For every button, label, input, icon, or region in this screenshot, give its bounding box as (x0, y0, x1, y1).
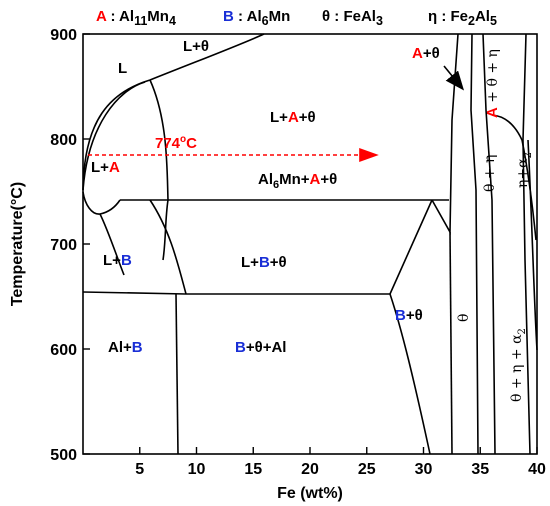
label-L-A-theta: L+A+θ (270, 109, 316, 126)
legend-b: B : Al6Mn (223, 8, 290, 28)
eutectic-left-curve (82, 191, 121, 215)
boundary-la-l (149, 79, 169, 201)
eta-right (522, 33, 531, 455)
theta-left (431, 33, 459, 235)
label-theta-eta: θ + η (482, 155, 498, 192)
legend-a-def: : Al11Mn4 (110, 8, 176, 28)
a-theta-arrow (443, 65, 465, 91)
label-theta-vertical: θ (456, 314, 472, 322)
y-tick-label: 500 (50, 447, 77, 464)
y-tick-label: 800 (50, 132, 77, 149)
line-655 (82, 291, 390, 295)
boundary-alpha2 (527, 139, 538, 351)
label-B-theta-Al: B+θ+Al (235, 339, 286, 356)
label-L-B: L+B (103, 252, 132, 269)
boundary-l-la (82, 81, 146, 191)
x-tick-label: 25 (358, 461, 376, 478)
label-eta-alpha2: η+α2 (515, 152, 534, 188)
label-L-A: L+A (91, 159, 120, 176)
label-theta-eta-alpha2: θ + η + α2 (509, 328, 528, 402)
label-L-B-theta: L+B+θ (241, 254, 287, 271)
label-Al6Mn-A-theta: Al6Mn+A+θ (258, 171, 337, 191)
legend-a: A : Al11Mn4 (96, 8, 176, 28)
y-axis-title: Temperature(°C) (9, 182, 26, 306)
y-tick-label: 600 (50, 342, 77, 359)
boundary-b-theta-al (389, 293, 431, 455)
x-tick-label: 40 (528, 461, 546, 478)
x-tick-label: 20 (301, 461, 319, 478)
theta-right (470, 33, 479, 455)
legend-a-letter: A (96, 8, 107, 25)
boundary-al-b (175, 293, 179, 455)
label-A-theta-eta: A + θ + η (484, 49, 501, 118)
eta-left (482, 33, 496, 455)
boundary-lb (99, 213, 125, 276)
phase-boundaries (82, 33, 538, 455)
x-tick-label: 10 (188, 461, 206, 478)
plot-frame (82, 33, 538, 455)
x-tick-label: 35 (471, 461, 489, 478)
x-tick-label: 15 (244, 461, 262, 478)
boundary-btheta (389, 199, 433, 295)
phase-legend: A : Al11Mn4 B : Al6Mn θ : FeAl3 η : Fe2A… (0, 4, 550, 30)
x-axis-ticks: 5 10 15 20 25 30 35 40 (135, 447, 546, 478)
y-tick-label: 900 (50, 27, 77, 44)
label-L-theta: L+θ (183, 38, 209, 55)
x-tick-label: 30 (415, 461, 433, 478)
theta-vertical (449, 231, 453, 455)
x-axis-title: Fe (wt%) (277, 485, 343, 502)
label-L: L (118, 60, 127, 77)
boundary-a-theta-eta (491, 114, 523, 141)
boundary-l-ltheta (149, 33, 265, 81)
y-axis-ticks: 500 600 700 800 900 (50, 27, 90, 464)
legend-theta: θ : FeAl3 (322, 8, 383, 28)
y-tick-label: 700 (50, 237, 77, 254)
x-tick-label: 5 (135, 461, 144, 478)
legend-b-def: : Al6Mn (238, 8, 291, 28)
legend-eta: η : Fe2Al5 (428, 8, 497, 28)
legend-b-letter: B (223, 8, 234, 25)
label-B-theta: B+θ (395, 307, 423, 324)
label-Al-B: Al+B (108, 339, 143, 356)
temp-774-label: 774oC (155, 134, 197, 152)
label-A-theta: A+θ (412, 45, 440, 62)
boundary-al6mn (149, 199, 187, 295)
